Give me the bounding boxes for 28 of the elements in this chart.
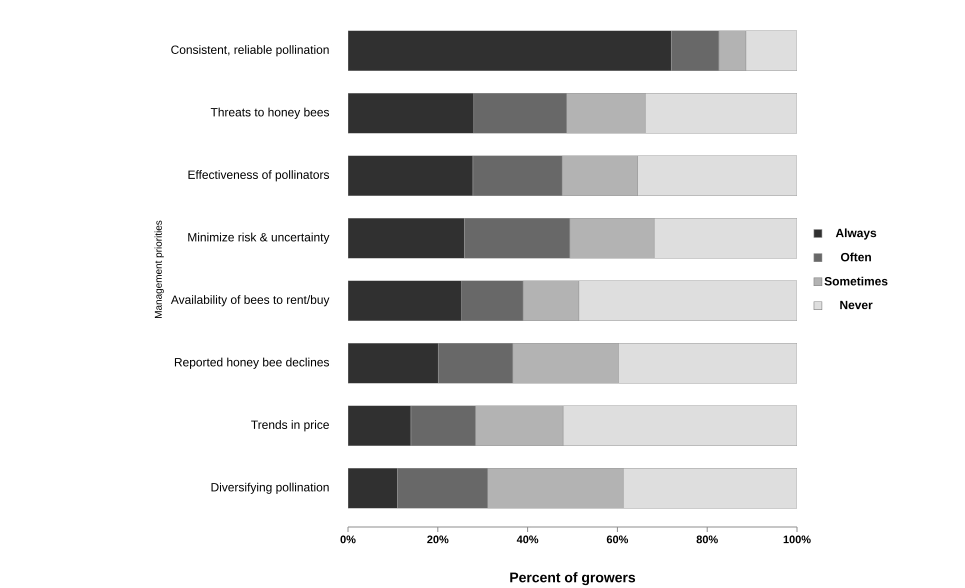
y-tick-label: Reported honey bee declines	[174, 357, 330, 369]
x-tick-label: 20%	[427, 535, 448, 544]
y-tick-label: Effectiveness of pollinators	[188, 170, 330, 182]
bar	[746, 30, 798, 71]
bar	[654, 218, 798, 258]
y-tick-label: Trends in price	[251, 420, 329, 432]
bar	[618, 342, 798, 384]
y-tick-label: Minimize risk & uncertainty	[188, 232, 330, 244]
x-tick-label: 80%	[696, 535, 718, 544]
bar	[578, 280, 798, 321]
bar	[637, 155, 798, 196]
y-axis-title: Management priorities	[154, 220, 164, 318]
y-tick-label: Threats to honey bees	[210, 107, 330, 119]
x-tick-label: 100%	[784, 535, 811, 544]
legend-label: Sometimes	[824, 276, 888, 286]
legend-label: Never	[840, 300, 873, 309]
legend-label: Always	[836, 228, 876, 240]
bar	[562, 405, 798, 446]
x-tick-label: 40%	[516, 535, 538, 544]
y-tick-label: Consistent, reliable pollination	[171, 44, 329, 56]
x-tick-label: 60%	[606, 535, 628, 544]
y-tick-label: Availability of bees to rent/buy	[170, 294, 330, 306]
y-tick-label: Diversifying pollination	[212, 482, 329, 494]
bar	[644, 92, 798, 134]
legend-label: Often	[840, 252, 871, 262]
x-axis-title: Percent of growers	[510, 572, 636, 585]
x-tick-label: 0%	[340, 535, 356, 544]
bar	[622, 468, 798, 508]
